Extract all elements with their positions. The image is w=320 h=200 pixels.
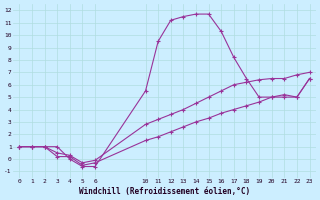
X-axis label: Windchill (Refroidissement éolien,°C): Windchill (Refroidissement éolien,°C) [79,187,250,196]
